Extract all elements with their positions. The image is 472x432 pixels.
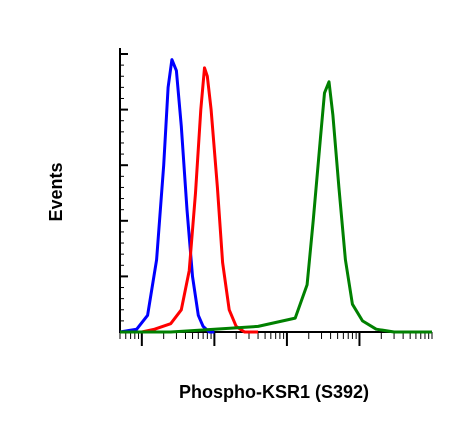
series-2-line (120, 66, 259, 334)
x-axis-title: Phospho-KSR1 (S392) (179, 382, 369, 402)
plot-area (119, 48, 433, 346)
series-3-line (120, 80, 432, 334)
y-axis-title: Events (46, 162, 66, 221)
series-1-line (119, 58, 215, 334)
